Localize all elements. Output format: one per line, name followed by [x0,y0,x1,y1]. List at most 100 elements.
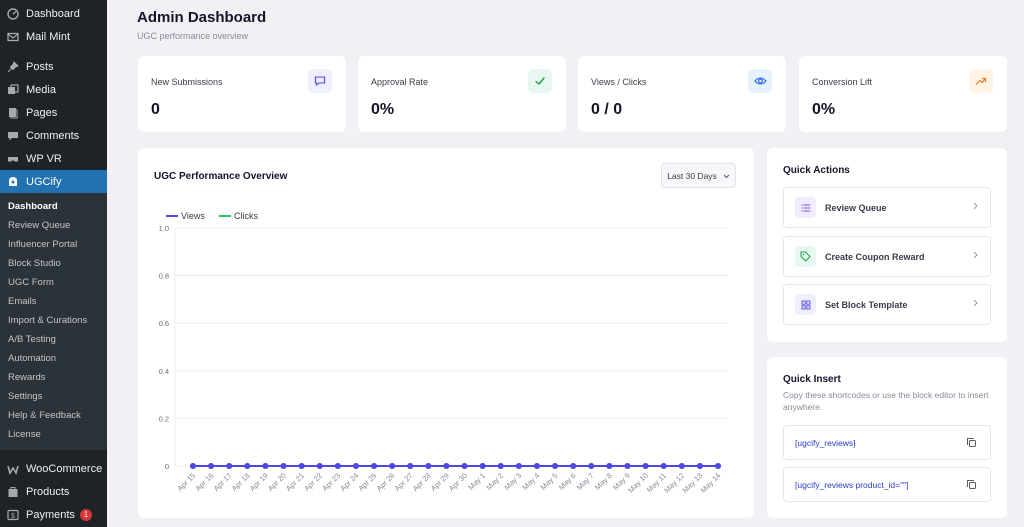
stat-label: Approval Rate [371,77,429,87]
data-point [298,463,305,469]
menu-label: Mail Mint [26,30,71,43]
check-icon [528,69,552,93]
submenu-settings[interactable]: Settings [8,391,43,402]
menu-comments[interactable]: Comments [0,124,107,147]
x-tick-label: Apr 22 [302,471,324,493]
create-coupon-reward-button[interactable]: Create Coupon Reward [783,236,991,277]
chevron-right-icon [973,251,978,262]
x-tick-label: Apr 27 [393,471,415,493]
menu-dashboard[interactable]: Dashboard [0,2,107,25]
submenu-dashboard[interactable]: Dashboard [8,201,58,212]
pages-icon [7,107,19,119]
grid-icon [795,294,816,315]
menu-label: Comments [26,129,80,142]
page-subtitle: UGC performance overview [137,31,249,41]
x-tick-label: May 10 [626,471,650,495]
quick-insert-title: Quick Insert [783,374,841,385]
admin-sidebar: Dashboard Mail Mint Posts Media Pages Co… [0,0,107,527]
menu-pages[interactable]: Pages [0,101,107,124]
data-point [280,463,287,469]
submenu-review-queue[interactable]: Review Queue [8,220,71,231]
x-tick-label: Apr 19 [248,471,270,493]
ugcify-submenu: Dashboard Review Queue Influencer Portal… [0,193,107,450]
copy-icon[interactable] [965,479,977,491]
date-range-select[interactable]: Last 30 Days [661,163,736,188]
x-tick-label: May 14 [699,471,723,495]
menu-ugcify[interactable]: UGCify [0,170,107,193]
menu-mail-mint[interactable]: Mail Mint [0,25,107,48]
submenu-block-studio[interactable]: Block Studio [8,258,61,269]
data-point [624,463,631,469]
action-label: Set Block Template [825,299,908,310]
x-tick-label: May 8 [593,471,614,492]
submenu-emails[interactable]: Emails [8,296,37,307]
page-title: Admin Dashboard [137,9,267,26]
menu-woocommerce[interactable]: WooCommerce [0,457,107,480]
submenu-import-curations[interactable]: Import & Curations [8,315,88,326]
stat-card-conversion-lift: Conversion Lift 0% [799,56,1007,132]
data-point [244,463,251,469]
data-point [371,463,378,469]
menu-media[interactable]: Media [0,78,107,101]
menu-products[interactable]: Products [0,480,107,503]
x-tick-label: Apr 17 [212,471,234,493]
shortcode-field[interactable]: [ugcify_reviews] [783,425,991,460]
menu-label: Posts [26,60,54,73]
submenu-license[interactable]: License [8,429,41,440]
chevron-down-icon [723,171,730,181]
menu-label: Payments [26,508,75,521]
submenu-rewards[interactable]: Rewards [8,372,46,383]
svg-text:$: $ [11,513,15,520]
x-tick-label: Apr 20 [266,471,288,493]
set-block-template-button[interactable]: Set Block Template [783,284,991,325]
menu-posts[interactable]: Posts [0,55,107,78]
data-point [606,463,613,469]
x-tick-label: Apr 16 [194,471,216,493]
mail-icon [7,31,19,43]
y-tick-label: 0.2 [159,414,169,423]
x-tick-label: May 7 [575,471,596,492]
data-point [262,463,269,469]
quick-insert-description: Copy these shortcodes or use the block e… [783,390,989,412]
submenu-influencer-portal[interactable]: Influencer Portal [8,239,78,250]
menu-wp-vr[interactable]: WP VR [0,147,107,170]
shortcode-field[interactable]: [ugcify_reviews product_id=""] [783,467,991,502]
stat-value: 0 / 0 [591,101,623,118]
submenu-automation[interactable]: Automation [8,353,57,364]
x-tick-label: May 6 [557,471,578,492]
review-queue-button[interactable]: Review Queue [783,187,991,228]
data-point [552,463,559,469]
shortcode-text: [ugcify_reviews] [795,437,856,448]
submenu-ugc-form[interactable]: UGC Form [8,277,54,288]
stat-label: Views / Clicks [591,77,647,87]
vr-icon [7,153,19,165]
copy-icon[interactable] [965,437,977,449]
ugcify-icon [7,176,19,188]
legend-label: Views [181,211,205,221]
data-point [226,463,233,469]
payments-icon: $ [7,509,19,521]
x-tick-label: Apr 18 [230,471,252,493]
chevron-right-icon [973,202,978,213]
x-tick-label: May 4 [521,471,542,492]
x-tick-label: Apr 28 [411,471,433,493]
quick-actions-card: Quick Actions Review Queue Create Coupon… [767,148,1007,342]
data-point [334,463,341,469]
y-tick-label: 0 [165,462,169,471]
stat-label: Conversion Lift [812,77,873,87]
menu-label: WooCommerce [26,462,103,475]
stat-value: 0% [812,101,836,118]
eye-icon [748,69,772,93]
legend-label: Clicks [234,211,258,221]
menu-payments[interactable]: $ Payments 1 [0,503,107,526]
menu-label: Dashboard [26,7,80,20]
y-tick-label: 1.0 [159,224,169,233]
x-tick-label: Apr 24 [338,471,360,493]
woocommerce-icon [7,463,19,475]
media-icon [7,83,19,96]
data-point [479,463,486,469]
submenu-help-feedback[interactable]: Help & Feedback [8,410,81,421]
submenu-ab-testing[interactable]: A/B Testing [8,334,56,345]
y-tick-label: 0.6 [159,319,169,328]
